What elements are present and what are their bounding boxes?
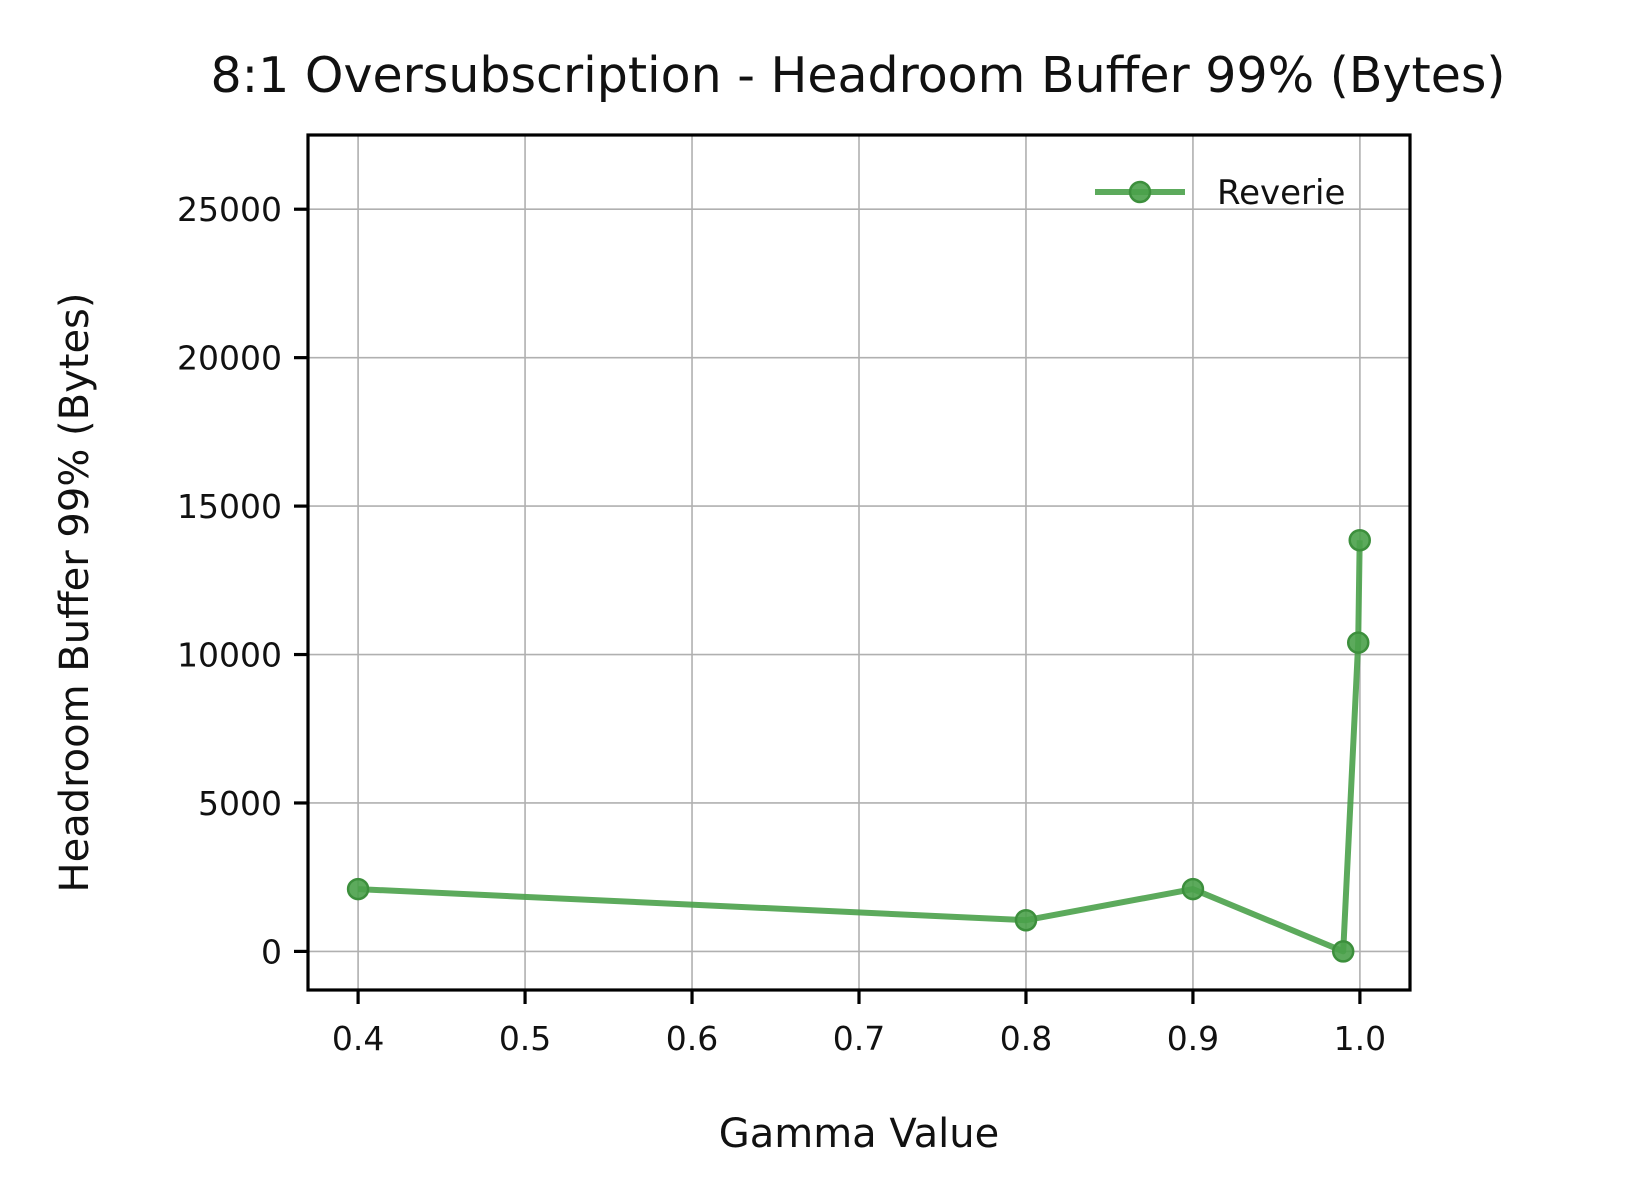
- data-point: [346, 877, 370, 901]
- x-tick-label: 0.6: [666, 1019, 718, 1058]
- series-line: [357, 540, 1363, 955]
- legend-marker-swatch: [1128, 180, 1152, 204]
- data-point: [1331, 940, 1355, 963]
- y-axis-ticks: 0 5000 10000 15000 20000 25000: [177, 190, 308, 971]
- y-tick-label: 0: [261, 932, 282, 971]
- data-point: [1346, 631, 1370, 654]
- y-tick-label: 10000: [177, 636, 282, 675]
- x-tick-label: 0.7: [833, 1019, 885, 1058]
- series-layer: [346, 528, 1371, 963]
- x-axis-ticks: 0.4 0.5 0.6 0.7 0.8 0.9 1.0: [332, 990, 1386, 1058]
- data-point: [1181, 877, 1205, 901]
- data-point: [1348, 528, 1371, 552]
- y-axis-label: Headroom Buffer 99% (Bytes): [52, 293, 98, 893]
- y-tick-label: 5000: [198, 784, 282, 823]
- x-axis-label: Gamma Value: [719, 1111, 1000, 1157]
- legend: Reverie: [1095, 173, 1345, 213]
- x-tick-label: 0.5: [499, 1019, 551, 1058]
- data-point: [1014, 908, 1038, 932]
- y-tick-label: 15000: [177, 487, 282, 526]
- legend-label: Reverie: [1217, 173, 1345, 213]
- chart-title: 8:1 Oversubscription - Headroom Buffer 9…: [211, 47, 1506, 104]
- y-tick-label: 25000: [177, 190, 282, 229]
- x-tick-label: 1.0: [1334, 1019, 1386, 1058]
- x-tick-label: 0.9: [1167, 1019, 1219, 1058]
- x-tick-label: 0.4: [332, 1019, 384, 1058]
- x-tick-label: 0.8: [1000, 1019, 1052, 1058]
- grid-lines: [308, 135, 1410, 990]
- y-tick-label: 20000: [177, 339, 282, 378]
